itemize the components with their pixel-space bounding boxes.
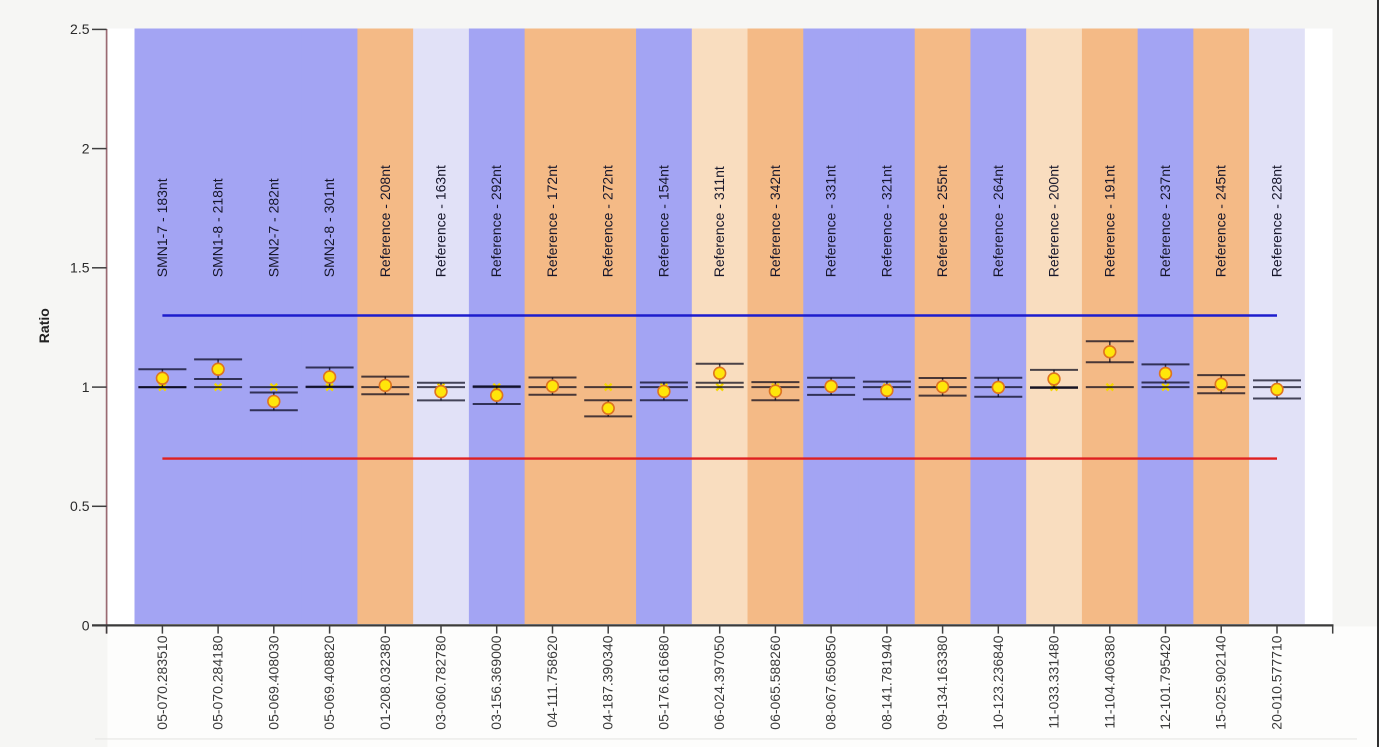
svg-text:05-069.408820: 05-069.408820 [321,635,337,729]
svg-text:Reference - 342nt: Reference - 342nt [767,165,783,277]
svg-text:Reference - 245nt: Reference - 245nt [1213,165,1229,277]
svg-text:12-101.795420: 12-101.795420 [1157,635,1173,729]
svg-text:05-070.283510: 05-070.283510 [154,635,170,729]
svg-text:Reference - 264nt: Reference - 264nt [990,165,1006,277]
svg-text:SMN1-7 - 183nt: SMN1-7 - 183nt [154,178,170,277]
svg-text:2: 2 [82,140,90,156]
svg-text:05-070.284180: 05-070.284180 [210,635,226,729]
svg-text:Reference - 311nt: Reference - 311nt [711,166,727,277]
svg-text:2.5: 2.5 [70,21,90,37]
svg-text:01-208.032380: 01-208.032380 [377,635,393,729]
svg-text:11-033.331480: 11-033.331480 [1046,635,1062,728]
svg-text:SMN2-7 - 282nt: SMN2-7 - 282nt [265,178,281,277]
svg-text:Reference - 228nt: Reference - 228nt [1269,165,1285,277]
svg-text:Reference - 208nt: Reference - 208nt [377,165,393,277]
svg-text:Reference - 272nt: Reference - 272nt [600,165,616,277]
svg-text:03-060.782780: 03-060.782780 [433,635,449,729]
svg-text:Reference - 191nt: Reference - 191nt [1101,165,1117,277]
svg-text:1: 1 [82,379,90,395]
svg-text:Reference - 292nt: Reference - 292nt [488,165,504,277]
svg-text:04-111.758620: 04-111.758620 [544,635,560,727]
svg-text:06-024.397050: 06-024.397050 [711,635,727,729]
svg-text:0.5: 0.5 [70,498,90,514]
svg-text:Reference - 163nt: Reference - 163nt [433,165,449,277]
svg-text:Reference - 255nt: Reference - 255nt [934,165,950,277]
svg-text:1.5: 1.5 [70,260,90,276]
svg-text:Ratio: Ratio [36,308,52,343]
svg-text:15-025.902140: 15-025.902140 [1213,635,1229,729]
svg-text:20-010.577710: 20-010.577710 [1269,635,1285,729]
svg-text:09-134.163380: 09-134.163380 [934,635,950,729]
svg-text:05-069.408030: 05-069.408030 [265,635,281,729]
svg-text:SMN1-8 - 218nt: SMN1-8 - 218nt [210,178,226,277]
svg-text:Reference - 154nt: Reference - 154nt [655,165,671,277]
svg-text:10-123.236840: 10-123.236840 [990,635,1006,729]
svg-text:Reference - 200nt: Reference - 200nt [1046,165,1062,277]
svg-text:Reference - 237nt: Reference - 237nt [1157,165,1173,277]
svg-text:Reference - 331nt: Reference - 331nt [823,165,839,277]
svg-text:11-104.406380: 11-104.406380 [1101,635,1117,728]
svg-text:Reference - 321nt: Reference - 321nt [878,165,894,277]
svg-text:08-067.650850: 08-067.650850 [823,635,839,729]
svg-text:05-176.616680: 05-176.616680 [655,635,671,729]
svg-text:SMN2-8 - 301nt: SMN2-8 - 301nt [321,178,337,277]
svg-text:06-065.588260: 06-065.588260 [767,635,783,729]
svg-text:04-187.390340: 04-187.390340 [600,635,616,729]
svg-text:0: 0 [82,617,90,633]
svg-text:Reference - 172nt: Reference - 172nt [544,165,560,277]
svg-text:03-156.369000: 03-156.369000 [488,635,504,729]
svg-text:08-141.781940: 08-141.781940 [878,635,894,729]
